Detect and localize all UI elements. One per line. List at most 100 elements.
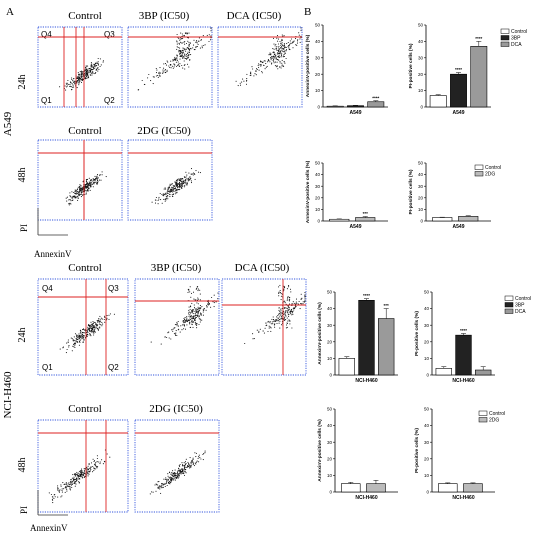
y-tick-label: 50	[424, 290, 430, 295]
a549-row24-plot3-title: DCA (IC50)	[227, 10, 282, 22]
event-dot	[82, 331, 84, 334]
event-dot	[176, 33, 178, 36]
event-dot	[280, 318, 282, 320]
event-dot	[284, 62, 286, 64]
flow-plot	[105, 419, 220, 513]
event-dot	[76, 334, 78, 336]
event-dot	[75, 475, 77, 477]
event-dot	[179, 39, 181, 41]
y-axis-label: PI-positive cells (%)	[408, 43, 414, 88]
event-dot	[252, 333, 254, 335]
event-dot	[200, 39, 202, 41]
event-dot	[86, 333, 88, 335]
h460-row24-plot2-title: 3BP (IC50)	[151, 262, 202, 274]
event-dot	[206, 305, 208, 307]
event-dot	[295, 303, 297, 305]
event-dot	[177, 477, 179, 479]
a549-row48-plot2-title: 2DG (IC50)	[137, 125, 191, 137]
event-dot	[90, 331, 92, 333]
event-dot	[173, 187, 175, 190]
event-dot	[96, 175, 98, 177]
event-dot	[196, 286, 198, 288]
event-dot	[178, 43, 181, 45]
event-dot	[275, 66, 277, 68]
event-dot	[89, 324, 91, 326]
event-dot	[87, 72, 89, 74]
event-dot	[297, 303, 299, 305]
event-dot	[183, 181, 185, 183]
event-dot	[181, 324, 184, 326]
event-dot	[89, 334, 91, 336]
event-dot	[277, 55, 280, 57]
event-dot	[78, 78, 80, 81]
event-dot	[281, 49, 283, 51]
event-dot	[276, 59, 278, 61]
event-dot	[184, 461, 187, 463]
event-dot	[60, 496, 62, 498]
event-dot	[193, 39, 195, 41]
event-dot	[87, 475, 89, 477]
event-dot	[184, 32, 187, 34]
event-dot	[191, 317, 193, 319]
event-dot	[159, 485, 161, 487]
event-dot	[157, 481, 159, 483]
legend-label: 2DG	[485, 172, 495, 178]
event-dot	[173, 63, 175, 65]
event-dot	[100, 324, 102, 326]
event-dot	[89, 189, 91, 191]
event-dot	[172, 193, 175, 195]
event-dot	[172, 470, 174, 472]
event-dot	[61, 489, 63, 492]
event-dot	[178, 53, 181, 55]
event-dot	[102, 323, 104, 325]
event-dot	[64, 85, 66, 87]
event-dot	[178, 42, 180, 44]
event-dot	[176, 58, 178, 60]
event-dot	[79, 190, 81, 192]
event-dot	[166, 482, 168, 484]
event-dot	[166, 479, 168, 481]
event-dot	[171, 189, 173, 191]
event-dot	[92, 178, 94, 180]
event-dot	[79, 335, 81, 337]
event-dot	[199, 307, 201, 309]
event-dot	[93, 73, 95, 75]
event-dot	[188, 306, 190, 308]
event-dot	[174, 477, 176, 479]
event-cloud	[59, 313, 115, 354]
event-dot	[179, 473, 181, 475]
event-dot	[183, 470, 185, 473]
event-dot	[67, 79, 69, 82]
event-dot	[101, 174, 103, 176]
event-cloud	[150, 286, 219, 345]
event-dot	[169, 481, 172, 483]
event-dot	[288, 285, 290, 287]
event-dot	[285, 311, 287, 313]
y-tick-label: 10	[418, 207, 424, 212]
event-dot	[96, 181, 98, 183]
event-dot	[179, 185, 181, 187]
event-dot	[187, 320, 189, 322]
event-dot	[290, 309, 292, 311]
event-dot	[184, 68, 186, 70]
event-dot	[199, 319, 202, 321]
event-dot	[270, 53, 272, 55]
event-dot	[196, 324, 198, 326]
plot-frame	[134, 278, 220, 376]
event-dot	[195, 452, 197, 454]
event-dot	[66, 200, 68, 202]
event-dot	[182, 179, 184, 181]
event-dot	[284, 302, 286, 304]
event-dot	[197, 306, 199, 308]
event-dot	[176, 187, 179, 189]
h460-row24-plot1-title: Control	[68, 262, 102, 274]
a549-row48-plot1-title: Control	[68, 125, 102, 137]
event-dot	[192, 44, 195, 46]
event-dot	[84, 76, 86, 79]
event-dot	[272, 59, 274, 62]
event-dot	[148, 73, 150, 76]
event-dot	[174, 472, 176, 474]
event-dot	[255, 70, 257, 72]
event-dot	[99, 321, 102, 323]
quadrant-label-q3: Q3	[104, 30, 115, 39]
